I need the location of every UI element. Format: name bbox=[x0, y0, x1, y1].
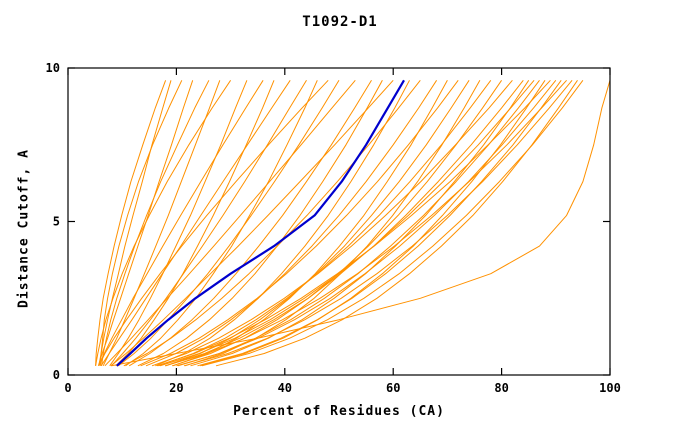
model-curve bbox=[151, 79, 513, 367]
x-tick-label: 40 bbox=[278, 381, 292, 395]
model-curve bbox=[98, 79, 329, 367]
x-axis-label: Percent of Residues (CA) bbox=[233, 404, 445, 419]
model-curve bbox=[164, 79, 567, 367]
model-curve bbox=[159, 79, 535, 367]
model-curve bbox=[125, 80, 318, 367]
model-curve bbox=[197, 80, 562, 367]
model-curve bbox=[101, 80, 210, 366]
plot-title: T1092-D1 bbox=[302, 14, 378, 30]
model-curve bbox=[109, 80, 248, 367]
model-curve bbox=[200, 80, 546, 367]
model-curve bbox=[115, 80, 275, 367]
model-curve bbox=[98, 80, 172, 366]
model-curve bbox=[100, 80, 291, 367]
highlighted-model-curve bbox=[116, 79, 405, 367]
model-curve bbox=[201, 80, 584, 367]
y-tick-label: 10 bbox=[46, 61, 60, 75]
model-curve bbox=[190, 80, 530, 367]
model-curve bbox=[95, 80, 232, 366]
model-curve bbox=[95, 80, 167, 366]
model-curve bbox=[171, 80, 503, 367]
x-tick-label: 60 bbox=[386, 381, 400, 395]
model-curve bbox=[165, 79, 524, 367]
x-tick-label: 80 bbox=[494, 381, 508, 395]
y-tick-label: 0 bbox=[53, 368, 60, 382]
model-curve bbox=[97, 80, 194, 366]
x-tick-label: 100 bbox=[599, 381, 621, 395]
model-curve bbox=[104, 79, 356, 367]
x-tick-label: 0 bbox=[64, 381, 71, 395]
model-curve bbox=[155, 80, 410, 367]
model-curve bbox=[156, 79, 551, 367]
model-curve bbox=[158, 80, 492, 367]
y-axis-label: Distance Cutoff, A bbox=[16, 149, 32, 308]
model-curve bbox=[111, 80, 307, 367]
model-curve bbox=[165, 80, 470, 367]
model-curve bbox=[176, 79, 557, 367]
model-curve bbox=[172, 80, 448, 367]
x-tick-label: 20 bbox=[169, 381, 183, 395]
model-curve bbox=[137, 80, 383, 367]
model-curve bbox=[102, 80, 221, 367]
y-tick-label: 5 bbox=[53, 215, 60, 229]
model-curve bbox=[215, 80, 578, 367]
model-curve bbox=[183, 79, 573, 367]
model-curve bbox=[118, 80, 340, 367]
model-curve bbox=[100, 80, 183, 366]
model-curve bbox=[140, 80, 459, 367]
model-curve bbox=[98, 80, 264, 367]
model-curve bbox=[110, 79, 394, 367]
model-curve bbox=[111, 80, 611, 367]
model-curve bbox=[123, 79, 421, 367]
model-curve bbox=[145, 80, 438, 367]
